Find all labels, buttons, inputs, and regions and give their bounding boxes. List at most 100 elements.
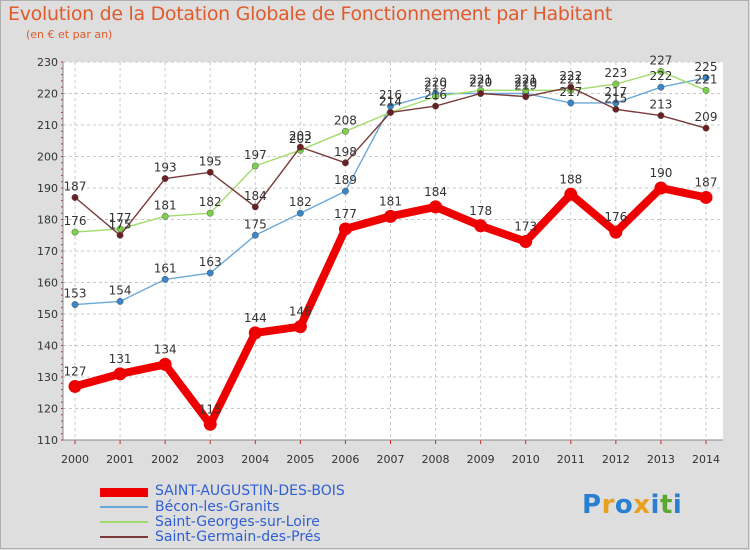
data-label: 216 — [424, 88, 447, 102]
data-label: 195 — [199, 154, 222, 168]
legend-swatch-becon — [100, 506, 148, 508]
data-label: 227 — [649, 53, 672, 67]
y-tick-label: 130 — [37, 371, 58, 384]
proxiti-logo[interactable]: Proxiti — [582, 490, 682, 520]
data-point — [248, 326, 262, 340]
data-point — [429, 200, 443, 214]
data-point — [519, 235, 533, 249]
y-tick-label: 150 — [37, 308, 58, 321]
y-tick-label: 220 — [37, 88, 58, 101]
data-label: 203 — [289, 129, 312, 143]
y-tick-label: 210 — [37, 119, 58, 132]
data-label: 213 — [649, 98, 672, 112]
data-point — [116, 297, 124, 305]
legend-swatch-saint-georges — [100, 521, 148, 523]
data-point — [657, 68, 665, 75]
data-label: 219 — [514, 79, 537, 93]
legend-label-saint-augustin: SAINT-AUGUSTIN-DES-BOIS — [155, 483, 345, 499]
x-tick-label: 2014 — [692, 453, 720, 466]
data-point — [477, 90, 485, 97]
data-label: 217 — [559, 85, 582, 99]
data-point — [161, 275, 169, 283]
data-label: 175 — [244, 217, 267, 231]
data-label: 221 — [514, 72, 537, 86]
data-label: 193 — [154, 161, 177, 175]
data-label: 131 — [109, 352, 132, 366]
data-label: 220 — [514, 76, 537, 90]
data-label: 163 — [199, 255, 222, 269]
grid — [63, 61, 723, 441]
data-point — [206, 269, 214, 277]
legend-item-saint-georges[interactable]: Saint-Georges-sur-Loire — [100, 514, 500, 531]
data-label: 182 — [289, 195, 312, 209]
legend-item-becon[interactable]: Bécon-les-Granits — [100, 499, 500, 516]
data-label: 184 — [424, 185, 447, 199]
data-point — [251, 231, 259, 239]
data-label: 202 — [289, 132, 312, 146]
y-tick-label: 140 — [37, 340, 58, 353]
data-point — [432, 102, 440, 110]
logo-letter: i — [672, 490, 683, 520]
data-point — [699, 190, 713, 204]
legend-item-saint-augustin[interactable]: SAINT-AUGUSTIN-DES-BOIS — [100, 483, 500, 500]
data-label: 188 — [559, 172, 582, 186]
data-point — [567, 83, 575, 91]
data-label: 217 — [604, 85, 627, 99]
data-point — [206, 168, 214, 176]
logo-letter: o — [614, 490, 634, 520]
data-label: 187 — [695, 175, 718, 189]
y-tick-label: 120 — [37, 403, 58, 416]
data-point — [71, 301, 79, 308]
data-point — [387, 108, 394, 116]
data-label: 176 — [64, 214, 87, 228]
axes: 110 120 130 140 150 160 170 180 190 200 210 220 230 2… — [37, 56, 723, 466]
data-label: 197 — [244, 148, 267, 162]
chart-title: Evolution de la Dotation Globale de Fonc… — [8, 3, 613, 25]
data-point — [68, 379, 82, 393]
data-point — [702, 124, 710, 132]
x-tick-label: 2008 — [422, 453, 450, 466]
data-point — [296, 209, 304, 217]
x-tick-label: 2009 — [467, 453, 495, 466]
legend-label-becon: Bécon-les-Granits — [155, 499, 280, 515]
data-point — [296, 143, 304, 151]
data-point — [161, 212, 169, 220]
data-point — [251, 162, 259, 170]
data-point — [341, 127, 349, 135]
data-label: 115 — [199, 402, 222, 416]
y-tick-label: 160 — [37, 277, 58, 290]
legend-swatch-saint-augustin — [100, 488, 148, 497]
data-label: 134 — [154, 342, 177, 356]
data-label: 177 — [109, 211, 132, 225]
data-label: 214 — [379, 94, 402, 108]
x-tick-label: 2002 — [151, 453, 179, 466]
data-label: 173 — [514, 220, 537, 234]
data-point — [564, 187, 578, 201]
x-tick-label: 2001 — [106, 453, 134, 466]
data-point — [113, 367, 127, 381]
legend-label-saint-georges: Saint-Georges-sur-Loire — [155, 514, 320, 530]
legend-item-saint-germain[interactable]: Saint-Germain-des-Prés — [100, 529, 500, 546]
y-tick-label: 230 — [37, 56, 58, 69]
data-label: 225 — [695, 60, 718, 74]
legend-swatch-saint-germain — [100, 536, 148, 538]
x-tick-label: 2010 — [512, 453, 540, 466]
data-label: 178 — [469, 204, 492, 218]
data-label: 189 — [334, 173, 357, 187]
data-label: 209 — [695, 110, 718, 124]
y-tick-label: 190 — [37, 182, 58, 195]
data-point — [116, 231, 124, 239]
data-label: 222 — [649, 69, 672, 83]
x-tick-label: 2005 — [286, 453, 314, 466]
legend: SAINT-AUGUSTIN-DES-BOIS Bécon-les-Granit… — [100, 483, 500, 548]
y-tick-label: 110 — [37, 434, 58, 447]
data-label: 221 — [469, 72, 492, 86]
data-point — [654, 181, 668, 195]
data-point — [338, 222, 352, 236]
x-tick-label: 2007 — [377, 453, 405, 466]
x-tick-label: 2013 — [647, 453, 675, 466]
data-label: 177 — [334, 207, 357, 221]
data-point — [609, 225, 623, 239]
